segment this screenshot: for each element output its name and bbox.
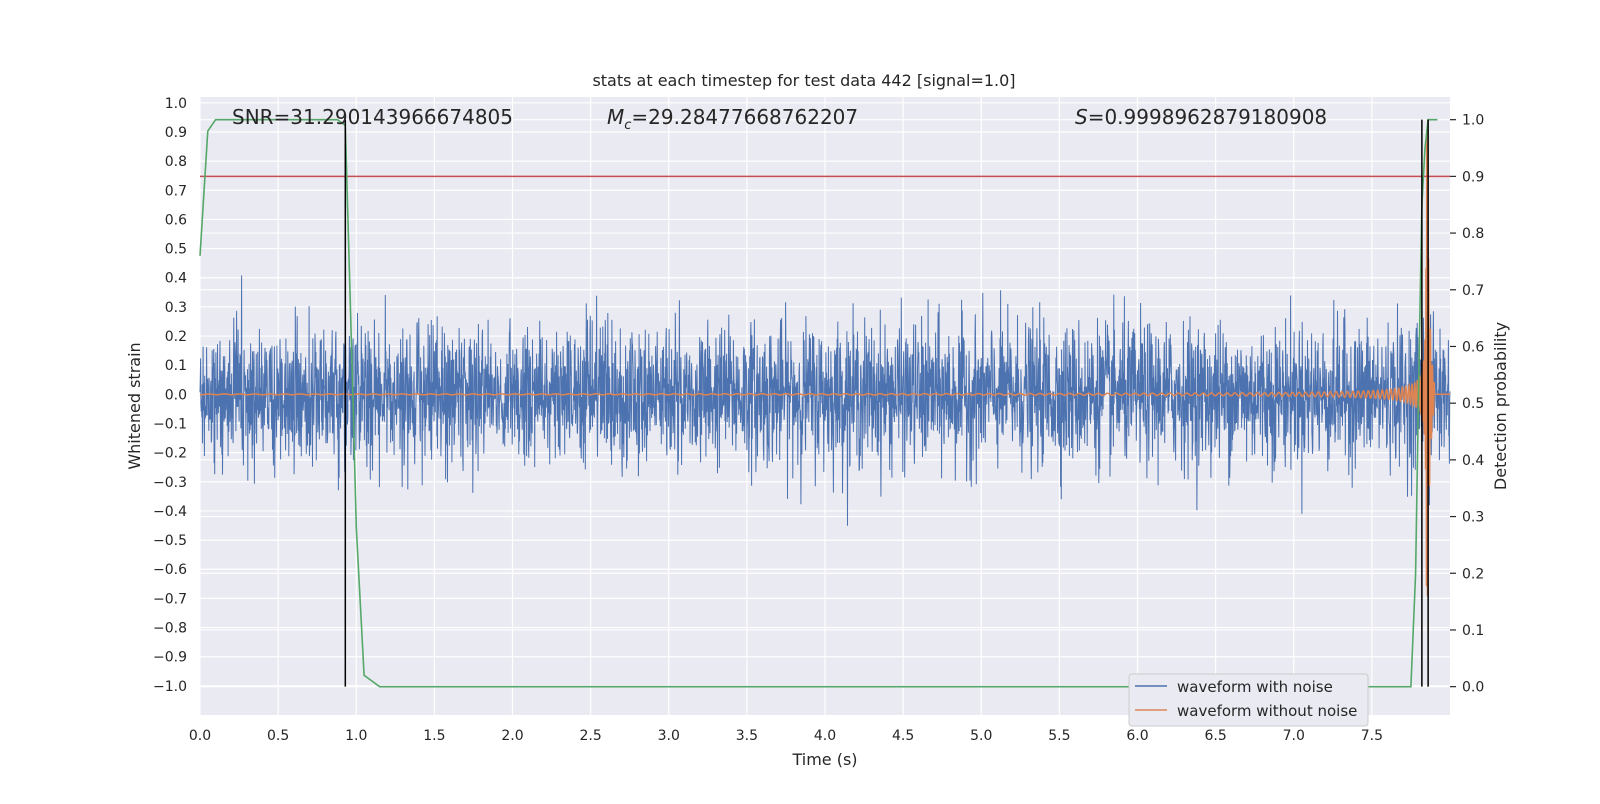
y-tick-label: 0.9 [165,125,187,141]
s-annotation: S=0.9998962879180908 [1075,105,1327,129]
x-tick-label: 2.5 [579,728,601,744]
series-waveform-with-noise [199,220,1451,578]
legend-label-with-noise: waveform with noise [1177,678,1333,696]
y-tick-label: −0.7 [153,591,187,607]
y2-tick-label: 0.2 [1462,566,1484,582]
y-tick-label: −0.6 [153,562,187,578]
y-tick-label: 0.6 [165,212,187,228]
y2-tick-label: 0.4 [1462,453,1484,469]
y2-tick-label: 0.5 [1462,396,1484,412]
y-tick-label: 1.0 [165,96,187,112]
s-value: =0.9998962879180908 [1088,105,1327,129]
legend: waveform with noise waveform without noi… [1128,673,1369,727]
y2-tick-label: 0.6 [1462,339,1484,355]
snr-annotation: SNR=31.290143966674805 [232,105,513,129]
chirp-mass-symbol: M [607,105,624,129]
x-tick-label: 7.0 [1283,728,1305,744]
y-tick-label: −0.8 [153,621,187,637]
x-tick-label: 0.5 [267,728,289,744]
y2-axis-label: Detection probability [1491,322,1510,490]
y2-tick-label: 0.8 [1462,226,1484,242]
y2-tick-label: 0.0 [1462,680,1484,696]
x-tick-label: 6.5 [1204,728,1226,744]
x-tick-label: 1.0 [345,728,367,744]
legend-box [1128,673,1369,727]
chart-title: stats at each timestep for test data 442… [592,71,1015,90]
y-tick-label: 0.1 [165,358,187,374]
y-axis-label: Whitened strain [125,342,144,469]
data-layer [199,118,1451,688]
chirp-mass-value: =29.28477668762207 [631,105,858,129]
x-tick-label: 5.0 [970,728,992,744]
y-tick-label: −0.2 [153,446,187,462]
y-tick-label: 0.0 [165,387,187,403]
y2-tick-label: 0.7 [1462,283,1484,299]
series-waveform-without-noise [199,129,1450,597]
legend-label-without-noise: waveform without noise [1177,702,1357,720]
y-tick-label: −0.4 [153,504,187,520]
y-tick-labels: 1.0 0.9 0.8 0.7 0.6 0.5 0.4 0.3 0.2 0.1 0.0 −0.1 −0.… [153,96,187,695]
y-tick-label: 0.8 [165,154,187,170]
chirp-mass-subscript: c [624,118,631,133]
y-tick-label: −1.0 [153,679,187,695]
x-tick-label: 6.0 [1126,728,1148,744]
x-tick-labels: 0.0 0.5 1.0 1.5 2.0 2.5 3.0 3.5 4.0 4.5 5.0 5.5 6.0 6… [189,728,1383,744]
x-tick-label: 2.0 [501,728,523,744]
y-tick-label: 0.2 [165,329,187,345]
y-tick-label: −0.5 [153,533,187,549]
x-tick-label: 0.0 [189,728,211,744]
x-tick-label: 4.0 [814,728,836,744]
x-axis-label: Time (s) [791,750,857,769]
series-detection-probability [199,118,1438,688]
chirp-mass-annotation: Mc=29.28477668762207 [607,105,858,133]
y-tick-label: 0.7 [165,183,187,199]
x-tick-label: 3.5 [736,728,758,744]
x-tick-label: 7.5 [1361,728,1383,744]
y2-tick-label: 0.1 [1462,623,1484,639]
y-tick-label: −0.1 [153,416,187,432]
x-tick-label: 4.5 [892,728,914,744]
x-tick-label: 1.5 [423,728,445,744]
s-symbol: S [1075,105,1088,129]
x-tick-label: 3.0 [658,728,680,744]
y2-tick-label: 0.9 [1462,169,1484,185]
y-tick-label: −0.3 [153,475,187,491]
y-tick-label: 0.5 [165,242,187,258]
y-tick-label: −0.9 [153,650,187,666]
x-tick-label: 5.5 [1048,728,1070,744]
y-tick-label: 0.3 [165,300,187,316]
y-tick-label: 0.4 [165,271,187,287]
y2-tick-labels: 1.0 0.9 0.8 0.7 0.6 0.5 0.4 0.3 0.2 0.1 0.0 [1450,113,1484,696]
y2-tick-label: 0.3 [1462,510,1484,526]
y2-tick-label: 1.0 [1462,113,1484,129]
